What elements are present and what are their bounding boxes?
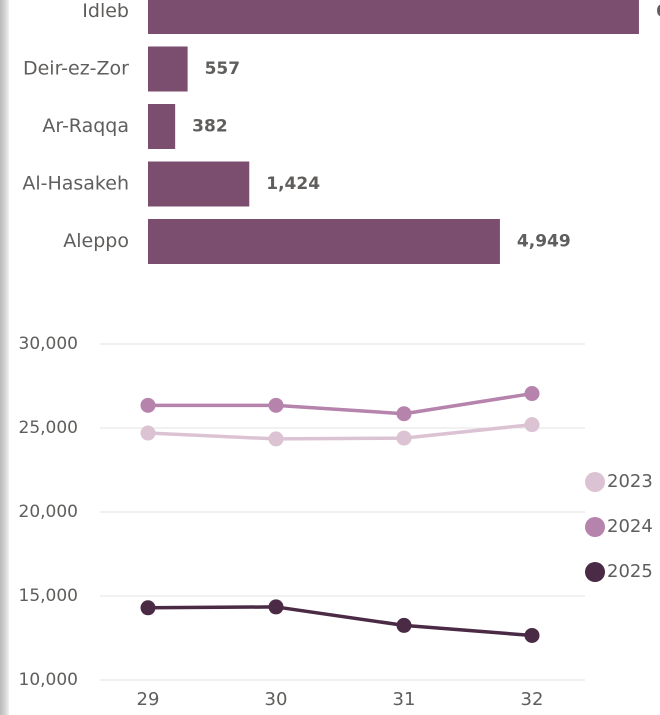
bar-aleppo [148,219,500,264]
y-tick-label: 15,000 [19,586,78,606]
y-tick-label: 20,000 [19,502,78,522]
y-tick-label: 25,000 [19,418,78,438]
point-2025 [268,599,284,615]
bar-deir-ez-zor [148,46,188,92]
x-tick-label: 30 [265,689,288,710]
legend-marker-2024 [585,517,605,537]
point-2024 [524,386,540,402]
point-2025 [524,627,540,643]
bar-value-label: 4,949 [517,232,571,252]
page-edge-shadow [0,0,9,715]
legend-marker-2023 [585,472,605,492]
legend-label: 2023 [607,471,653,492]
x-tick-label: 32 [521,689,544,710]
y-tick-label: 10,000 [19,670,78,690]
bar-category-label: Idleb [82,0,129,22]
governorate-bar-chart: Idleb 6,904 Deir-ez-Zor 557 Ar-Raqqa 382 Al-Ha… [22,0,660,264]
bar-value-label: 382 [192,117,228,137]
point-2024 [140,397,156,413]
weekly-line-chart: 30,000 25,000 20,000 15,000 10,000 29 30 31 32 2… [19,334,653,710]
bar-al-hasakeh [148,161,250,207]
bar-category-label: Deir-ez-Zor [23,58,129,80]
legend-label: 2024 [607,516,653,537]
point-2023 [396,430,412,446]
y-tick-label: 30,000 [19,334,78,354]
x-tick-label: 31 [393,689,416,710]
bar-idleb [148,0,639,34]
legend-marker-2025 [585,562,605,582]
point-2024 [396,406,412,422]
series-line-2024 [148,391,533,416]
bar-value-label: 6,904 [656,2,660,22]
series-line-2023 [147,422,533,441]
point-2024 [268,397,284,413]
legend-label: 2025 [607,561,653,582]
bar-value-label: 1,424 [266,174,320,194]
bar-ar-raqqa [148,104,176,149]
point-2025 [140,600,156,616]
series-line-2025 [147,605,533,638]
point-2025 [396,617,412,633]
bar-category-label: Ar-Raqqa [42,115,129,137]
point-2023 [268,431,284,447]
x-tick-label: 29 [137,689,160,710]
bar-category-label: Aleppo [63,230,129,252]
bar-value-label: 557 [205,59,241,79]
bar-category-label: Al-Hasakeh [22,173,129,195]
point-2023 [524,417,540,433]
point-2023 [140,425,156,441]
